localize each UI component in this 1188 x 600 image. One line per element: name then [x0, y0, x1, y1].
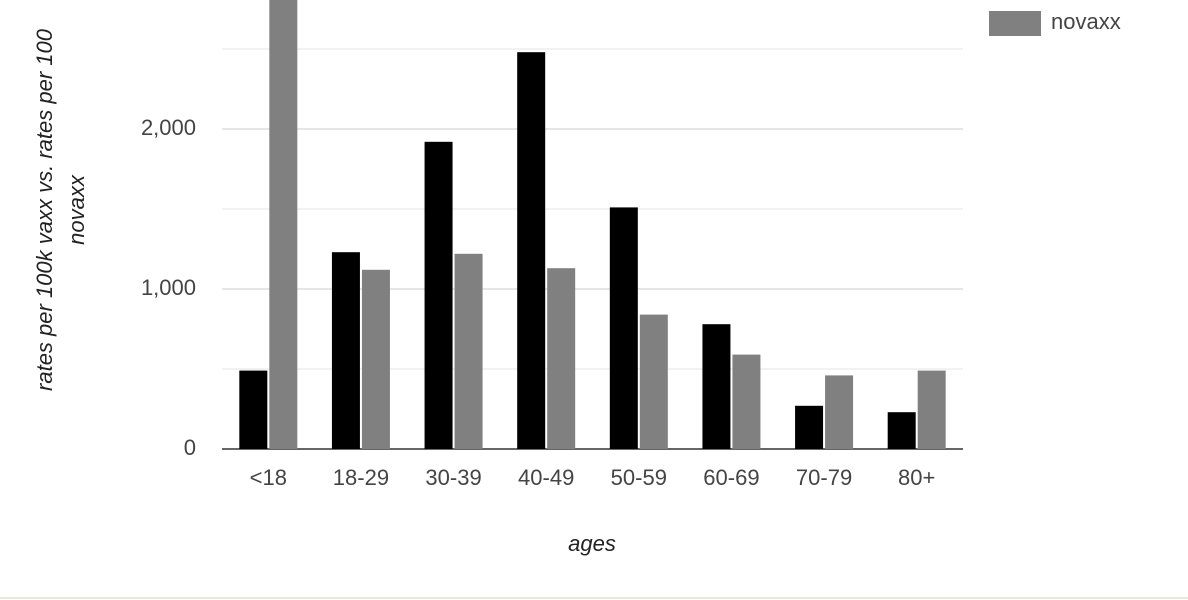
bar — [454, 253, 483, 449]
bar — [517, 52, 546, 449]
bar — [732, 354, 761, 449]
bars — [239, 0, 946, 449]
x-tick-label: 80+ — [898, 465, 935, 490]
y-tick-label: 2,000 — [141, 115, 196, 140]
bar — [639, 314, 668, 449]
x-tick-label: 18-29 — [333, 465, 389, 490]
bar — [917, 370, 946, 449]
bar — [702, 324, 731, 449]
y-axis-title: rates per 100k vaxx vs. rates per 100 no… — [32, 28, 89, 391]
x-axis-title: ages — [568, 531, 616, 556]
labels: 0 1,000 2,000 <18 18-29 30-39 40-49 50-59 60-69 7… — [141, 9, 1121, 490]
bar — [269, 0, 298, 449]
bar — [424, 141, 453, 449]
bar — [609, 207, 638, 449]
legend-swatch — [989, 11, 1041, 36]
bar — [239, 370, 268, 449]
bar — [331, 252, 360, 449]
bar — [795, 405, 824, 449]
x-tick-label: 30-39 — [425, 465, 481, 490]
y-tick-label: 1,000 — [141, 275, 196, 300]
x-tick-label: 40-49 — [518, 465, 574, 490]
y-axis-title-line: novaxx — [64, 174, 89, 245]
y-tick-label: 0 — [184, 435, 196, 460]
x-tick-label: <18 — [250, 465, 287, 490]
bar — [547, 268, 576, 449]
bar — [825, 375, 854, 449]
legend-label: novaxx — [1051, 9, 1121, 34]
bar — [361, 269, 390, 449]
y-axis-title-line: rates per 100k vaxx vs. rates per 100 — [32, 28, 57, 391]
x-tick-label: 70-79 — [796, 465, 852, 490]
bar — [887, 412, 916, 449]
x-tick-label: 60-69 — [703, 465, 759, 490]
x-tick-label: 50-59 — [611, 465, 667, 490]
